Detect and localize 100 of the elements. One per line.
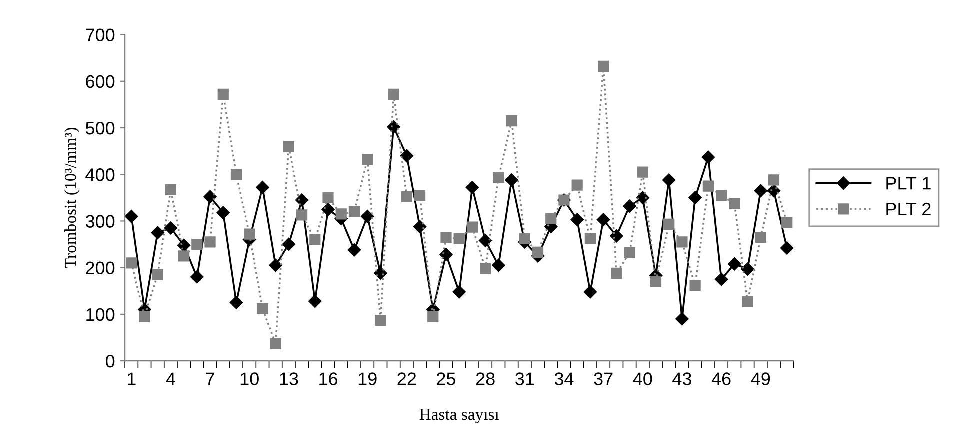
- y-tick-label: 100: [86, 308, 115, 322]
- point: [310, 234, 321, 246]
- point: [570, 213, 584, 226]
- x-tick-label: 1: [128, 372, 136, 386]
- point: [650, 276, 662, 288]
- point: [716, 190, 728, 202]
- y-tick-label: 0: [106, 354, 115, 368]
- x-tick-label: 13: [280, 372, 298, 386]
- point: [611, 268, 622, 279]
- point: [308, 294, 322, 308]
- point: [637, 166, 648, 178]
- point: [139, 311, 150, 322]
- point: [662, 174, 676, 187]
- point: [400, 149, 414, 163]
- point: [125, 210, 138, 224]
- y-tick-label: 700: [86, 28, 115, 42]
- x-tick-label: 25: [437, 372, 456, 386]
- y-tick-label: 300: [86, 215, 115, 228]
- point: [126, 258, 138, 269]
- point: [204, 236, 216, 248]
- point: [322, 202, 335, 216]
- point: [151, 226, 164, 240]
- x-tick-label: 10: [240, 372, 259, 386]
- x-tick-label: 28: [476, 372, 495, 386]
- point: [165, 184, 176, 196]
- point: [178, 250, 190, 262]
- point: [466, 181, 480, 194]
- point: [269, 258, 282, 272]
- point: [257, 303, 268, 314]
- point: [596, 213, 610, 226]
- point: [374, 266, 388, 280]
- point: [295, 194, 309, 207]
- point: [244, 228, 256, 240]
- point: [190, 270, 204, 284]
- point: [532, 246, 544, 258]
- y-tick-label: 400: [86, 168, 115, 182]
- point: [440, 232, 452, 244]
- point: [230, 169, 242, 180]
- point: [702, 180, 714, 192]
- point: [454, 233, 465, 244]
- x-tick-label: 22: [398, 372, 416, 386]
- point: [584, 285, 598, 299]
- point: [440, 248, 453, 262]
- point: [361, 210, 374, 224]
- y-tick-label: 200: [86, 262, 115, 275]
- x-axis-title: Hasta sayısı: [420, 409, 500, 424]
- point: [636, 191, 650, 205]
- x-tick-label: 16: [320, 372, 338, 386]
- point: [741, 262, 754, 276]
- y-axis-title: Trombosit (10³/mm³): [64, 128, 80, 268]
- point: [230, 296, 244, 310]
- point: [164, 222, 178, 235]
- y-tick-label: 600: [86, 75, 115, 88]
- point: [584, 233, 596, 244]
- point: [493, 172, 504, 184]
- point: [413, 220, 427, 234]
- x-tick-label: 46: [712, 372, 731, 386]
- point: [729, 198, 740, 210]
- point: [362, 154, 374, 166]
- point: [480, 263, 492, 274]
- x-tick-label: 7: [206, 372, 214, 386]
- point: [492, 258, 506, 272]
- point: [466, 222, 478, 233]
- point: [714, 272, 728, 286]
- point: [754, 184, 768, 198]
- point: [572, 180, 583, 191]
- point: [478, 234, 492, 248]
- point: [283, 141, 294, 152]
- point: [664, 218, 675, 230]
- point: [296, 210, 308, 221]
- point: [375, 314, 386, 326]
- point: [388, 88, 400, 100]
- point: [270, 338, 282, 350]
- x-tick-label: 49: [751, 372, 770, 386]
- point: [519, 233, 530, 244]
- point: [152, 269, 164, 280]
- x-tick-label: 31: [516, 372, 534, 386]
- point: [676, 312, 689, 326]
- point: [322, 192, 334, 204]
- point: [336, 208, 347, 220]
- x-tick-label: 40: [633, 372, 652, 386]
- point: [348, 244, 362, 257]
- point: [610, 230, 624, 243]
- point: [676, 236, 688, 248]
- x-tick-label: 34: [554, 372, 574, 386]
- point: [428, 311, 439, 322]
- point: [216, 206, 230, 220]
- legend-label: PLT 1: [886, 177, 931, 190]
- x-tick-label: 43: [672, 372, 692, 386]
- point: [598, 60, 610, 72]
- point: [702, 150, 716, 164]
- point: [780, 242, 794, 255]
- point: [688, 191, 702, 205]
- point: [282, 238, 296, 252]
- point: [387, 120, 400, 134]
- point: [755, 232, 766, 244]
- point: [690, 280, 701, 292]
- point: [348, 206, 360, 218]
- point: [768, 174, 780, 186]
- point: [401, 191, 412, 203]
